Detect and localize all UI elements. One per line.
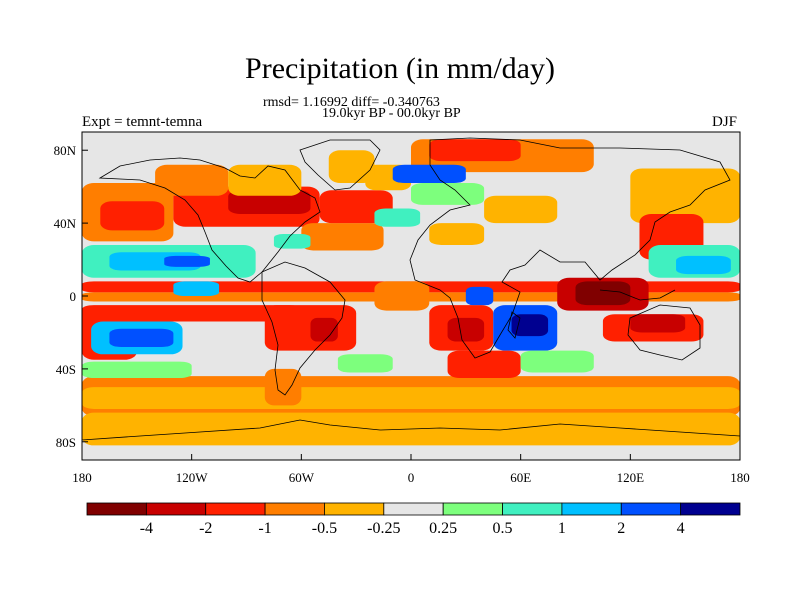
field-region-35	[575, 281, 631, 306]
colorbar-swatch-3	[264, 502, 325, 516]
colorbar-swatch-4	[324, 502, 385, 516]
field-region-5	[82, 305, 302, 322]
y-tick-label-2: 0	[70, 289, 77, 304]
season-label: DJF	[712, 114, 738, 130]
colorbar-swatch-5	[383, 502, 444, 516]
coast-australia	[627, 304, 701, 361]
colorbar-swatch-7	[502, 502, 563, 516]
field-region-27	[374, 208, 421, 227]
coast-greenland	[299, 139, 381, 191]
field-region-30	[630, 168, 740, 224]
colorbar-label-3: -0.5	[312, 520, 337, 537]
x-tick-label-3: 0	[408, 470, 415, 485]
field-region-26	[411, 183, 485, 205]
coast-madagascar	[507, 311, 521, 339]
field-region-1	[82, 387, 740, 409]
colorbar-swatch-10	[680, 502, 741, 516]
x-tick-label-2: 60W	[289, 470, 315, 485]
field-region-49	[82, 361, 192, 378]
coast-antarctica	[82, 419, 740, 441]
chart-title: Precipitation (in mm/day)	[245, 52, 555, 85]
x-tick-label-4: 60E	[510, 470, 531, 485]
axes: 180 120W 60W 0 60E 120E 180 80N 40N 0 40S 80S	[54, 143, 750, 485]
field-region-29	[429, 223, 485, 245]
field-region-18	[301, 223, 384, 251]
field-region-22	[328, 150, 375, 184]
field-region-44	[511, 314, 549, 337]
field-region-40	[264, 368, 302, 406]
field-region-24	[429, 139, 521, 162]
colorbar-label-1: -2	[199, 520, 212, 537]
colorbar-label-2: -1	[258, 520, 271, 537]
colorbar-swatch-1	[145, 502, 207, 516]
stats-label: rmsd= 1.16992 diff= -0.340763	[263, 95, 440, 110]
x-tick-label-1: 120W	[176, 470, 209, 485]
colorbar-label-5: 0.25	[429, 520, 457, 537]
colorbar-swatch-0	[86, 502, 147, 516]
period-label: 19.0kyr BP - 00.0kyr BP	[322, 106, 461, 121]
colorbar-swatch-6	[442, 502, 503, 516]
field-region-37	[630, 314, 686, 333]
field-region-28	[484, 195, 558, 224]
colorbar-label-9: 4	[677, 520, 685, 537]
field-region-45	[465, 286, 494, 306]
field-region-17	[228, 164, 302, 196]
field-region-47	[520, 350, 594, 373]
field-region-51	[173, 281, 220, 296]
coast-africa-eurasia	[409, 137, 731, 359]
coast-south-america	[261, 261, 346, 396]
field-region-19	[273, 234, 311, 249]
field-region-39	[310, 317, 338, 342]
coast-north-america	[98, 157, 321, 283]
field-region-42	[447, 317, 485, 342]
colorbar-label-0: -4	[140, 520, 153, 537]
field-region-16	[155, 164, 229, 196]
field-region-25	[392, 164, 466, 184]
coast-indonesia	[599, 289, 676, 301]
x-tick-label-0: 180	[72, 470, 92, 485]
x-tick-label-5: 120E	[617, 470, 645, 485]
colorbar-label-8: 2	[617, 520, 625, 537]
colorbar-label-7: 1	[558, 520, 566, 537]
x-tick-label-6: 180	[730, 470, 750, 485]
field-region-11	[164, 255, 210, 267]
precipitation-field	[82, 139, 740, 446]
field-region-13	[100, 201, 165, 231]
colorbar-label-6: 0.5	[493, 520, 513, 537]
y-tick-label-3: 40S	[56, 362, 76, 377]
y-tick-label-1: 40N	[54, 216, 77, 231]
y-tick-label-0: 80N	[54, 143, 77, 158]
colorbar: -4 -2 -1 -0.5 -0.25 0.25 0.5 1 2 4	[86, 502, 741, 537]
coastlines	[82, 137, 740, 441]
colorbar-swatch-8	[561, 502, 622, 516]
field-region-8	[109, 328, 174, 348]
field-region-15	[228, 190, 311, 214]
experiment-label: Expt = temnt-temna	[82, 114, 203, 130]
colorbar-swatch-2	[205, 502, 266, 516]
field-region-48	[337, 354, 393, 373]
field-region-46	[447, 350, 521, 378]
field-region-50	[374, 281, 430, 311]
colorbar-label-4: -0.25	[367, 520, 400, 537]
y-tick-label-4: 80S	[56, 435, 76, 450]
colorbar-swatch-9	[620, 502, 682, 516]
field-region-33	[676, 255, 731, 275]
map-plot-area	[81, 131, 741, 461]
